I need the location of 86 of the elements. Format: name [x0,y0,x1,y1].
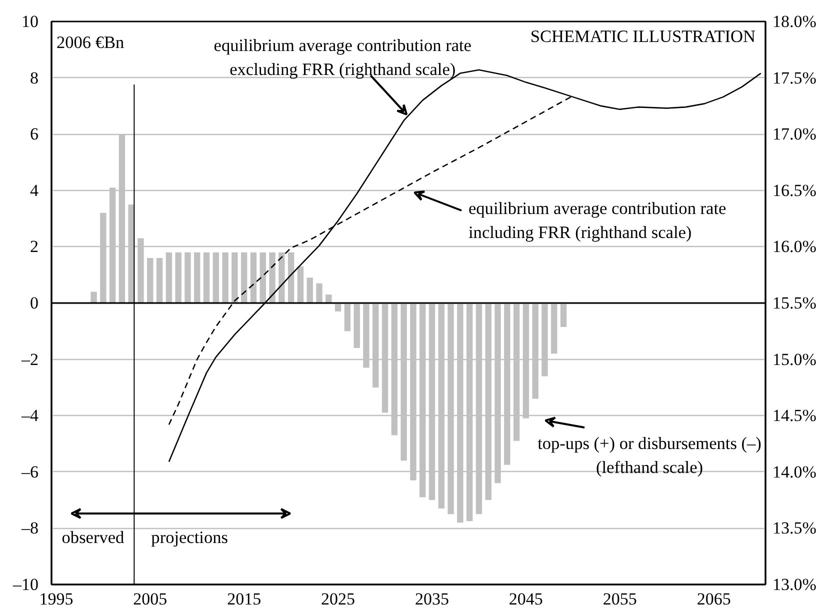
bar [494,303,501,484]
y2-tick-label: 16.0% [772,237,816,256]
y2-tick-label: 13.5% [772,518,816,538]
bar [222,252,228,303]
bar [466,303,473,522]
bar [147,258,154,303]
bar [504,303,510,465]
bar [419,303,426,498]
bar [156,258,163,303]
y-tick-label: 4 [30,180,39,200]
bar [100,212,106,303]
bar [410,303,416,480]
bar [522,303,530,418]
bar [532,303,538,399]
x-tick-label: 2055 [602,590,637,608]
y2-tick-label: 17.0% [772,124,816,144]
bar [363,303,370,368]
bar [372,303,379,388]
y-tick-label: –10 [12,575,38,594]
x-tick-label: 2005 [133,590,168,608]
bar [194,252,200,303]
bar [232,252,238,303]
x-tick-label: 1995 [39,590,74,608]
bar [109,188,116,303]
y2-tick-label: 14.5% [772,406,816,426]
y-tick-label: –6 [20,462,38,482]
bar [457,303,464,523]
bar [288,252,294,303]
bar [438,303,444,508]
bar [118,134,126,303]
bar [297,266,304,303]
annotation: equilibrium average contribution rate excluding FRR (righthand scale) [214,36,472,79]
bar [175,252,182,303]
annotation: equilibrium average contribution rate including FRR (righthand scale) [468,199,727,242]
bar [316,283,322,303]
bar [250,252,257,303]
bar [212,252,220,303]
bar [551,303,558,354]
x-tick-label: 2045 [508,590,543,608]
annotation: projections [151,528,228,547]
x-tick-label: 2065 [696,590,731,608]
bar [240,252,248,303]
y2-tick-label: 14.0% [772,462,816,482]
y2-tick-label: 17.5% [772,68,816,88]
y-tick-label: 10 [22,12,38,31]
bar [306,278,313,303]
y2-tick-label: 13.0% [772,575,816,594]
bar [382,303,388,413]
bar [542,303,548,376]
bar [90,292,97,303]
annotation: SCHEMATIC ILLUSTRATION [530,27,756,46]
bar [513,303,520,441]
annotation: observed [62,528,125,547]
bar [391,303,398,436]
x-tick-label: 2025 [321,590,356,608]
x-tick-label: 2015 [227,590,262,608]
y-tick-label: 0 [30,294,38,312]
y-axis-title: 2006 €Bn [56,33,125,52]
y-tick-label: –4 [20,406,39,426]
bar [260,252,266,303]
bar [269,252,276,303]
bar [354,303,360,348]
bar [428,303,436,500]
y2-tick-label: 15.0% [772,350,816,369]
y-tick-label: 2 [30,237,38,256]
bar [326,294,332,303]
y2-tick-label: 16.5% [772,180,816,200]
bar [448,303,454,514]
bar [344,303,351,332]
x-tick-label: 2035 [414,590,449,608]
y2-tick-label: 15.5% [772,294,816,312]
bar [138,238,144,303]
bar [184,252,191,303]
y-tick-label: 6 [30,124,38,144]
y-tick-label: –8 [20,518,38,538]
y-tick-label: –2 [20,350,38,369]
bar [476,303,482,514]
bar [166,252,172,303]
bar [278,252,285,303]
annotation: top-ups (+) or disbursements (–) (lefthand scale) [538,434,762,477]
bar [400,303,407,461]
bar [560,303,567,327]
y-tick-label: 8 [30,68,38,88]
bar [485,303,492,500]
bar [203,252,210,303]
y2-tick-label: 18.0% [772,12,816,31]
